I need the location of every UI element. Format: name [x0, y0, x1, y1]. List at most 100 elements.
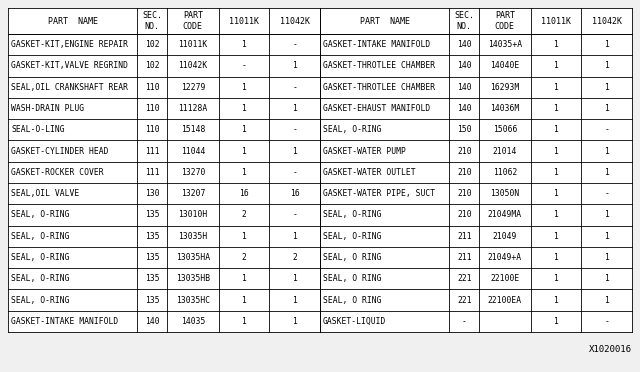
Text: GASKET-WATER OUTLET: GASKET-WATER OUTLET: [323, 168, 415, 177]
Text: SEC.
NO.: SEC. NO.: [454, 11, 474, 31]
Text: 11011K: 11011K: [541, 16, 571, 26]
Text: 13270: 13270: [180, 168, 205, 177]
Text: 15148: 15148: [180, 125, 205, 134]
Text: SEAL, O-RING: SEAL, O-RING: [11, 296, 70, 305]
Text: 1: 1: [554, 189, 558, 198]
Text: 2: 2: [292, 253, 297, 262]
Text: -: -: [292, 40, 297, 49]
Text: SEAL,OIL CRANKSHAFT REAR: SEAL,OIL CRANKSHAFT REAR: [11, 83, 128, 92]
Text: 1: 1: [554, 168, 558, 177]
Text: PART  NAME: PART NAME: [48, 16, 98, 26]
Text: 11042K: 11042K: [280, 16, 310, 26]
Text: GASKET-KIT,VALVE REGRIND: GASKET-KIT,VALVE REGRIND: [11, 61, 128, 70]
Text: 1: 1: [241, 125, 246, 134]
Text: 140: 140: [457, 61, 472, 70]
Text: 1: 1: [604, 168, 609, 177]
Text: 140: 140: [457, 83, 472, 92]
Text: 1: 1: [241, 296, 246, 305]
Text: 1: 1: [241, 168, 246, 177]
Text: -: -: [604, 125, 609, 134]
Text: SEAL, O-RING: SEAL, O-RING: [11, 253, 70, 262]
Text: 211: 211: [457, 253, 472, 262]
Text: 140: 140: [145, 317, 159, 326]
Text: 135: 135: [145, 232, 159, 241]
Text: 11062: 11062: [493, 168, 517, 177]
Text: GASKET-LIQUID: GASKET-LIQUID: [323, 317, 387, 326]
Text: 1: 1: [604, 147, 609, 155]
Text: 1: 1: [604, 232, 609, 241]
Text: 1: 1: [241, 317, 246, 326]
Bar: [8, 8, 632, 332]
Text: 1: 1: [554, 147, 558, 155]
Text: 1: 1: [554, 40, 558, 49]
Text: SEAL, O-RING: SEAL, O-RING: [323, 232, 381, 241]
Text: SEAL, O-RING: SEAL, O-RING: [11, 211, 70, 219]
Text: -: -: [292, 125, 297, 134]
Text: GASKET-CYLINDER HEAD: GASKET-CYLINDER HEAD: [11, 147, 109, 155]
Text: 1: 1: [241, 232, 246, 241]
Text: 13035HC: 13035HC: [176, 296, 210, 305]
Text: SEAL, O-RING: SEAL, O-RING: [11, 232, 70, 241]
Text: 11011K: 11011K: [229, 16, 259, 26]
Text: 1: 1: [604, 40, 609, 49]
Text: 12279: 12279: [180, 83, 205, 92]
Text: 13035HA: 13035HA: [176, 253, 210, 262]
Text: 111: 111: [145, 168, 159, 177]
Text: 1: 1: [554, 61, 558, 70]
Text: 21049MA: 21049MA: [488, 211, 522, 219]
Text: SEAL, O-RING: SEAL, O-RING: [11, 274, 70, 283]
Text: PART  NAME: PART NAME: [360, 16, 410, 26]
Text: 1: 1: [241, 104, 246, 113]
Text: 16293M: 16293M: [490, 83, 520, 92]
Text: -: -: [462, 317, 467, 326]
Text: 135: 135: [145, 274, 159, 283]
Text: 110: 110: [145, 104, 159, 113]
Text: 1: 1: [292, 61, 297, 70]
Text: 102: 102: [145, 40, 159, 49]
Text: 1: 1: [554, 296, 558, 305]
Text: 13035H: 13035H: [178, 232, 207, 241]
Text: -: -: [241, 61, 246, 70]
Text: 16: 16: [290, 189, 300, 198]
Text: -: -: [604, 189, 609, 198]
Text: 21014: 21014: [493, 147, 517, 155]
Text: 11042K: 11042K: [591, 16, 621, 26]
Text: 1: 1: [241, 83, 246, 92]
Text: 1: 1: [554, 104, 558, 113]
Text: 1: 1: [292, 104, 297, 113]
Text: GASKET-WATER PIPE, SUCT: GASKET-WATER PIPE, SUCT: [323, 189, 435, 198]
Text: -: -: [604, 317, 609, 326]
Text: 210: 210: [457, 189, 472, 198]
Text: 211: 211: [457, 232, 472, 241]
Text: 1: 1: [241, 274, 246, 283]
Text: 1: 1: [604, 104, 609, 113]
Text: 11011K: 11011K: [178, 40, 207, 49]
Text: SEC.
NO.: SEC. NO.: [142, 11, 163, 31]
Text: 14035: 14035: [180, 317, 205, 326]
Text: 210: 210: [457, 168, 472, 177]
Text: 150: 150: [457, 125, 472, 134]
Text: GASKET-THROTLEE CHAMBER: GASKET-THROTLEE CHAMBER: [323, 61, 435, 70]
Text: 2: 2: [241, 253, 246, 262]
Text: -: -: [292, 211, 297, 219]
Text: SEAL,OIL VALVE: SEAL,OIL VALVE: [11, 189, 79, 198]
Text: 1: 1: [554, 125, 558, 134]
Text: 13050N: 13050N: [490, 189, 520, 198]
Text: 135: 135: [145, 253, 159, 262]
Text: -: -: [292, 83, 297, 92]
Text: 1: 1: [604, 253, 609, 262]
Text: 21049: 21049: [493, 232, 517, 241]
Text: 13035HB: 13035HB: [176, 274, 210, 283]
Text: 1: 1: [554, 83, 558, 92]
Text: 1: 1: [292, 317, 297, 326]
Text: GASKET-THROTLEE CHAMBER: GASKET-THROTLEE CHAMBER: [323, 83, 435, 92]
Text: GASKET-WATER PUMP: GASKET-WATER PUMP: [323, 147, 406, 155]
Text: 1: 1: [292, 147, 297, 155]
Text: 14040E: 14040E: [490, 61, 520, 70]
Text: 140: 140: [457, 104, 472, 113]
Text: 110: 110: [145, 125, 159, 134]
Text: SEAL-O-LING: SEAL-O-LING: [11, 125, 65, 134]
Text: 1: 1: [292, 274, 297, 283]
Text: 1: 1: [241, 40, 246, 49]
Text: GASKET-INTAKE MANIFOLD: GASKET-INTAKE MANIFOLD: [323, 40, 430, 49]
